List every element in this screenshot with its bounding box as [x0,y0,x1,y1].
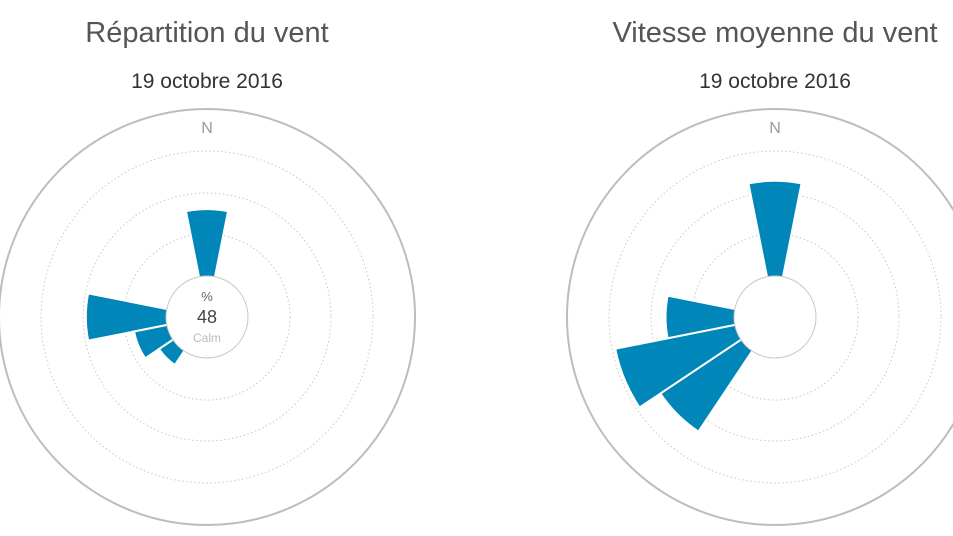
outer-ring [566,108,953,526]
mean-wind-speed-chart: Vitesse moyenne du vent 19 octobre 2016 … [566,17,953,526]
calm-label: Calm [193,331,221,345]
grid-ring [40,150,374,484]
chart-title: Vitesse moyenne du vent [612,17,937,49]
calm-value: 48 [197,307,217,327]
grid-ring [608,150,942,484]
calm-circle [165,275,249,359]
wind-sector-0 [747,179,803,318]
wind-sector-270 [84,292,208,342]
chart-subtitle: 19 octobre 2016 [699,70,851,93]
wind-distribution-chart: Répartition du vent 19 octobre 2016 N % … [0,17,416,526]
grid-ring [82,192,332,442]
chart-title: Répartition du vent [85,17,328,49]
north-label: N [769,120,781,137]
calm-unit: % [201,289,213,304]
wind-sector-0 [184,208,230,318]
wind-sector-247.5 [614,316,776,409]
center-circle [733,275,817,359]
north-label: N [201,120,213,137]
chart-subtitle: 19 octobre 2016 [131,70,283,93]
outer-ring [0,108,416,526]
